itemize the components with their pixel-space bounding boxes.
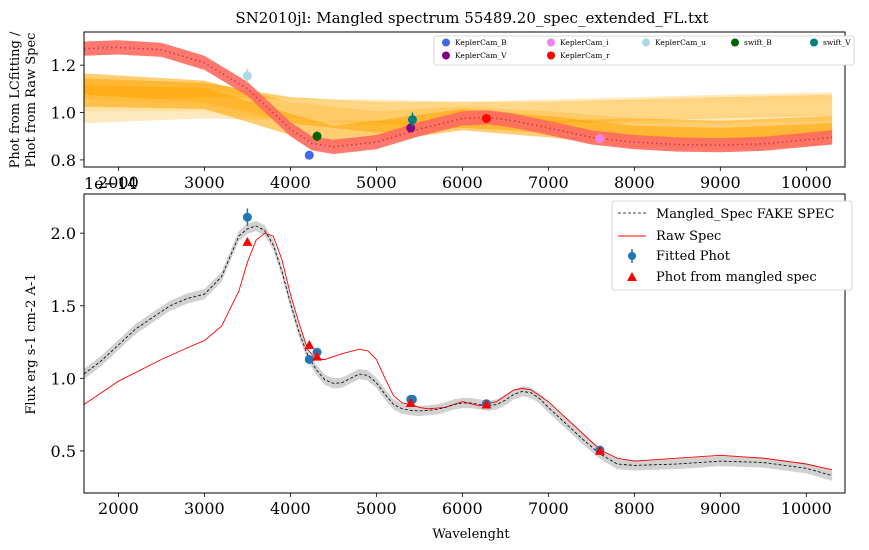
- ratio-point-swift_V: [407, 115, 417, 125]
- mangle-dotted-line: [83, 46, 833, 148]
- ratio-orange-bands: [84, 73, 833, 150]
- flux-points: [242, 208, 605, 455]
- ratio-point-KeplerCam_B: [304, 150, 314, 160]
- legend-mangled-phot-marker: [627, 272, 637, 281]
- flux-offset-text: 1e−14: [84, 174, 137, 193]
- ratio-xtick-label: 3000: [184, 173, 225, 192]
- ratio-ylabel-line1: Phot from LCfitting /: [8, 31, 23, 168]
- flux-xtick-label: 5000: [356, 499, 397, 518]
- mangled-phot-marker: [481, 399, 492, 409]
- legend-fitted-marker: [628, 252, 636, 260]
- flux-ytick-label: 0.5: [51, 442, 76, 461]
- ratio-ylabel-line2: Phot from Raw Spec: [24, 33, 39, 168]
- mangled-spec-line: [83, 225, 833, 476]
- ratio-legend-label: swift_V: [823, 38, 851, 47]
- ratio-ticks: 2000 3000 4000 5000 6000 7000 8000 9000 10000 0.8…: [51, 56, 832, 192]
- flux-xtick-label: 8000: [614, 499, 655, 518]
- ratio-legend-marker: [731, 38, 739, 47]
- ratio-axes-frame: [83, 31, 846, 168]
- ratio-legend-marker: [547, 38, 555, 47]
- ratio-point-KeplerCam_r: [481, 113, 491, 123]
- flux-xtick-label: 6000: [442, 499, 483, 518]
- raw-spec-line: [83, 232, 833, 471]
- mangled-phot-marker: [594, 445, 605, 455]
- flux-axes-frame: [83, 193, 846, 494]
- ratio-mangle-curve: [83, 40, 833, 154]
- ratio-legend-marker: [442, 51, 450, 60]
- legend-fitted-label: Fitted Phot: [656, 249, 731, 264]
- ratio-legend: KeplerCam_B KeplerCam_i KeplerCam_u swift_B…: [433, 35, 855, 66]
- ratio-xtick-label: 5000: [356, 173, 397, 192]
- ratio-legend-label: KeplerCam_B: [455, 38, 507, 47]
- ratio-legend-box: [433, 35, 855, 66]
- ratio-ytick-label: 1.2: [51, 56, 76, 75]
- ratio-panel: SN2010jl: Mangled spectrum 55489.20_spec…: [8, 9, 855, 192]
- mangled-phot-marker: [405, 398, 416, 408]
- flux-xtick-label: 4000: [270, 499, 311, 518]
- ratio-ytick-label: 1.0: [51, 104, 76, 123]
- flux-ylabel: Flux erg s-1 cm-2 A-1: [24, 273, 39, 414]
- ratio-legend-marker: [442, 38, 450, 47]
- ratio-xtick-label: 2000: [98, 173, 139, 192]
- ratio-xtick-label: 9000: [700, 173, 741, 192]
- mangled-phot-marker: [312, 351, 323, 361]
- flux-ytick-label: 1.0: [51, 369, 76, 388]
- flux-xtick-label: 7000: [528, 499, 569, 518]
- flux-ticks: 2000 3000 4000 5000 6000 7000 8000 9000 10000 0.5…: [51, 224, 832, 518]
- chart-title: SN2010jl: Mangled spectrum 55489.20_spec…: [235, 9, 708, 27]
- ratio-legend-marker: [642, 38, 650, 47]
- legend-raw-label: Raw Spec: [656, 229, 721, 244]
- mangle-band: [84, 40, 833, 154]
- ratio-xtick-label: 10000: [781, 173, 832, 192]
- flux-xlabel: Wavelenght: [432, 527, 510, 542]
- ratio-legend-label: KeplerCam_V: [455, 51, 507, 60]
- flux-ytick-label: 1.5: [51, 297, 76, 316]
- flux-ytick-label: 2.0: [51, 224, 76, 243]
- ratio-ytick-label: 0.8: [51, 151, 76, 170]
- ratio-legend-label: KeplerCam_r: [560, 51, 610, 60]
- legend-mangled-phot-label: Phot from mangled spec: [656, 270, 817, 285]
- flux-panel: 1e−14 Flux erg s-1 cm-2 A-1 Wavelenght 2…: [24, 174, 853, 542]
- ratio-xtick-label: 7000: [528, 173, 569, 192]
- ratio-xtick-label: 6000: [442, 173, 483, 192]
- flux-xtick-label: 10000: [781, 499, 832, 518]
- ratio-point-KeplerCam_u: [242, 71, 252, 81]
- ratio-legend-label: swift_B: [744, 38, 772, 47]
- ratio-legend-marker: [810, 38, 818, 47]
- flux-legend-box: [611, 200, 853, 291]
- ratio-legend-label: KeplerCam_u: [655, 38, 706, 47]
- ratio-legend-label: KeplerCam_i: [560, 38, 609, 47]
- fitted-phot-point: [304, 354, 314, 364]
- ratio-point-swift_B: [312, 131, 322, 141]
- fitted-phot-point: [242, 212, 252, 222]
- ratio-xtick-label: 8000: [614, 173, 655, 192]
- flux-xtick-label: 3000: [184, 499, 225, 518]
- flux-xtick-label: 2000: [98, 499, 139, 518]
- mangled-phot-marker: [304, 339, 315, 349]
- ratio-points: [242, 68, 605, 160]
- ratio-xtick-label: 4000: [270, 173, 311, 192]
- flux-xtick-label: 9000: [700, 499, 741, 518]
- flux-legend: Mangled_Spec FAKE SPEC Raw Spec Fitted P…: [611, 200, 853, 291]
- ratio-legend-marker: [547, 51, 555, 60]
- legend-mangled-label: Mangled_Spec FAKE SPEC: [656, 207, 835, 222]
- flux-lines: [83, 225, 833, 476]
- mangled-phot-marker: [242, 236, 253, 246]
- ratio-point-KeplerCam_i: [595, 134, 605, 144]
- ratio-point-KeplerCam_V: [406, 123, 416, 133]
